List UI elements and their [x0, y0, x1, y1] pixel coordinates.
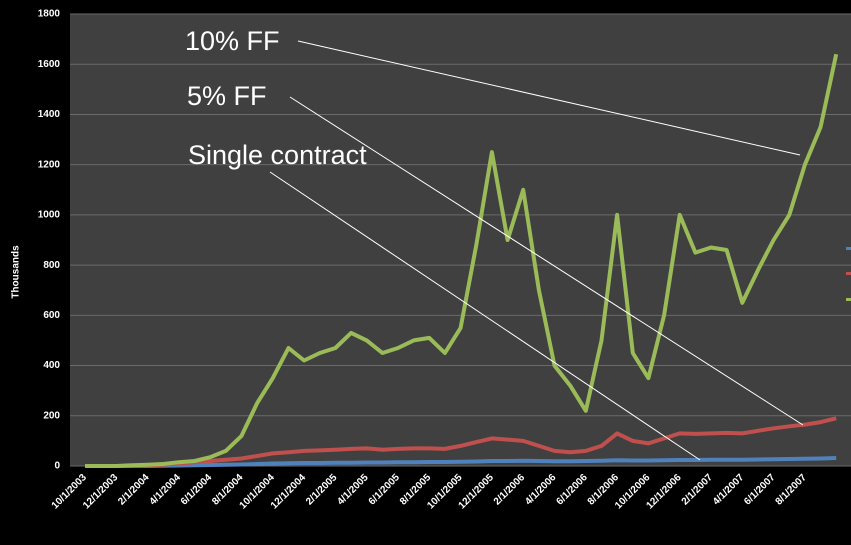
series-line [85, 416, 837, 468]
x-tick-label: 6/1/2004 [179, 472, 215, 508]
y-axis-label: Thousands [11, 245, 22, 299]
x-tick-label: 2/1/2004 [116, 472, 152, 508]
annotation: Single contract [188, 140, 367, 170]
y-tick-label: 0 [54, 461, 60, 472]
y-tick-label: 400 [43, 360, 60, 371]
x-tick-label: 6/1/2006 [554, 472, 590, 508]
y-tick-label: 1600 [38, 59, 61, 70]
series-line [85, 456, 837, 468]
legend-swatch [846, 247, 851, 250]
plot-area [70, 14, 851, 466]
y-tick-label: 800 [43, 260, 60, 271]
y-tick-label: 1000 [38, 210, 61, 221]
x-tick-label: 4/1/2005 [335, 472, 371, 508]
x-tick-label: 4/1/2004 [148, 472, 184, 508]
series-line [85, 53, 839, 468]
y-tick-label: 200 [43, 410, 60, 421]
x-tick-label: 12/1/2003 [81, 472, 121, 512]
x-tick-label: 2/1/2005 [304, 472, 340, 508]
y-tick-label: 600 [43, 310, 60, 321]
x-tick-label: 12/1/2004 [269, 472, 309, 512]
x-tick-label: 8/1/2007 [774, 472, 810, 508]
y-tick-label: 1800 [38, 9, 61, 20]
x-tick-label: 2/1/2007 [680, 472, 716, 508]
x-tick-label: 6/1/2007 [742, 472, 778, 508]
legend-swatch [846, 272, 851, 275]
x-tick-label: 12/1/2006 [644, 472, 684, 512]
annotation-line [269, 171, 701, 461]
x-tick-label: 12/1/2005 [457, 472, 497, 512]
annotation-line [289, 96, 804, 426]
annotation-line [297, 40, 801, 156]
y-tick-label: 1400 [38, 109, 61, 120]
x-tick-label: 4/1/2006 [523, 472, 559, 508]
x-tick-label: 2/1/2006 [492, 472, 528, 508]
y-tick-label: 1200 [38, 159, 61, 170]
annotation: 10% FF [185, 26, 280, 56]
x-tick-label: 4/1/2007 [711, 472, 747, 508]
legend-swatch [846, 298, 851, 301]
annotation: 5% FF [187, 81, 267, 111]
x-tick-label: 6/1/2005 [367, 472, 403, 508]
